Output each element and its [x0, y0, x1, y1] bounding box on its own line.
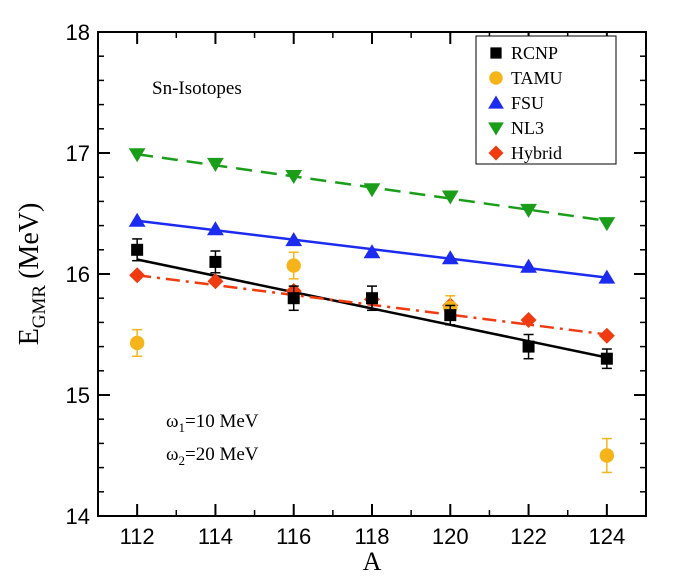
point-rcnp	[131, 243, 144, 256]
point-fsu	[520, 258, 537, 273]
y-tick-label: 15	[66, 383, 90, 408]
point-fsu	[285, 232, 303, 247]
point-hybrid	[520, 311, 537, 328]
legend-symbol-hybrid	[488, 145, 504, 161]
point-tamu	[599, 448, 615, 463]
point-fsu	[207, 221, 224, 236]
legend-symbol-fsu	[488, 95, 504, 109]
point-hybrid	[129, 267, 146, 284]
point-fsu	[363, 244, 381, 259]
y-tick-label: 14	[66, 504, 90, 529]
point-fsu	[598, 269, 616, 284]
point-hybrid	[207, 273, 224, 290]
y-tick-label: 16	[66, 262, 90, 287]
x-tick-label: 118	[354, 524, 389, 549]
y-tick-label: 17	[66, 141, 90, 166]
legend-symbol-nl3	[488, 122, 504, 136]
omega2-value: =20 MeV	[185, 444, 259, 465]
omega2-symbol: ω	[166, 444, 179, 465]
legend-symbols	[488, 47, 504, 161]
x-tick-label: 120	[432, 524, 469, 549]
legend-label-nl3: NL3	[511, 118, 544, 138]
point-rcnp	[209, 255, 222, 268]
point-tamu	[286, 258, 301, 273]
point-rcnp	[600, 352, 613, 365]
y-axis-label: EGMR (MeV)	[14, 203, 50, 346]
point-nl3	[285, 169, 303, 184]
omega1-symbol: ω	[166, 411, 179, 432]
point-nl3	[598, 217, 616, 232]
point-nl3	[441, 190, 459, 205]
x-tick-label: 124	[588, 524, 625, 549]
x-axis-label: A	[363, 547, 382, 576]
point-nl3	[128, 148, 146, 163]
y-axis-label-sub: GMR	[29, 285, 50, 329]
omega1-annotation: ω1=10 MeV	[166, 411, 259, 435]
x-tick-label: 112	[120, 524, 155, 549]
data-marks	[128, 148, 616, 474]
axis-ticks: 112 114 116 118 120 122 124 14 15 16 17 18	[66, 20, 646, 549]
y-tick-label: 18	[66, 20, 90, 45]
legend-label-rcnp: RCNP	[511, 43, 558, 63]
omega2-subscript: 2	[179, 453, 186, 468]
legend-label-tamu: TAMU	[511, 68, 563, 88]
point-nl3	[207, 157, 224, 172]
legend-symbol-tamu	[489, 71, 503, 85]
point-nl3	[520, 203, 537, 218]
isotopes-annotation: Sn-Isotopes	[152, 78, 242, 99]
legend-label-fsu: FSU	[511, 93, 544, 113]
legend-label-hybrid: Hybrid	[511, 143, 562, 163]
x-tick-label: 122	[510, 524, 547, 549]
point-nl3	[363, 183, 381, 198]
legend: RCNP TAMU FSU NL3 Hybrid	[475, 35, 617, 165]
omega2-annotation: ω2=20 MeV	[166, 444, 259, 468]
point-tamu	[129, 335, 145, 351]
point-rcnp	[287, 292, 300, 305]
point-rcnp	[444, 309, 457, 322]
omega1-subscript: 1	[179, 420, 186, 435]
y-axis-label-unit: (MeV)	[14, 203, 45, 279]
y-axis-label-main: E	[14, 328, 45, 345]
point-fsu	[441, 250, 459, 265]
x-tick-label: 114	[198, 524, 233, 549]
point-fsu	[128, 212, 146, 227]
legend-symbol-rcnp	[490, 47, 502, 59]
x-tick-label: 116	[276, 524, 311, 549]
omega1-value: =10 MeV	[185, 411, 259, 432]
point-hybrid	[598, 327, 615, 344]
point-rcnp	[366, 292, 378, 305]
point-rcnp	[522, 340, 535, 353]
